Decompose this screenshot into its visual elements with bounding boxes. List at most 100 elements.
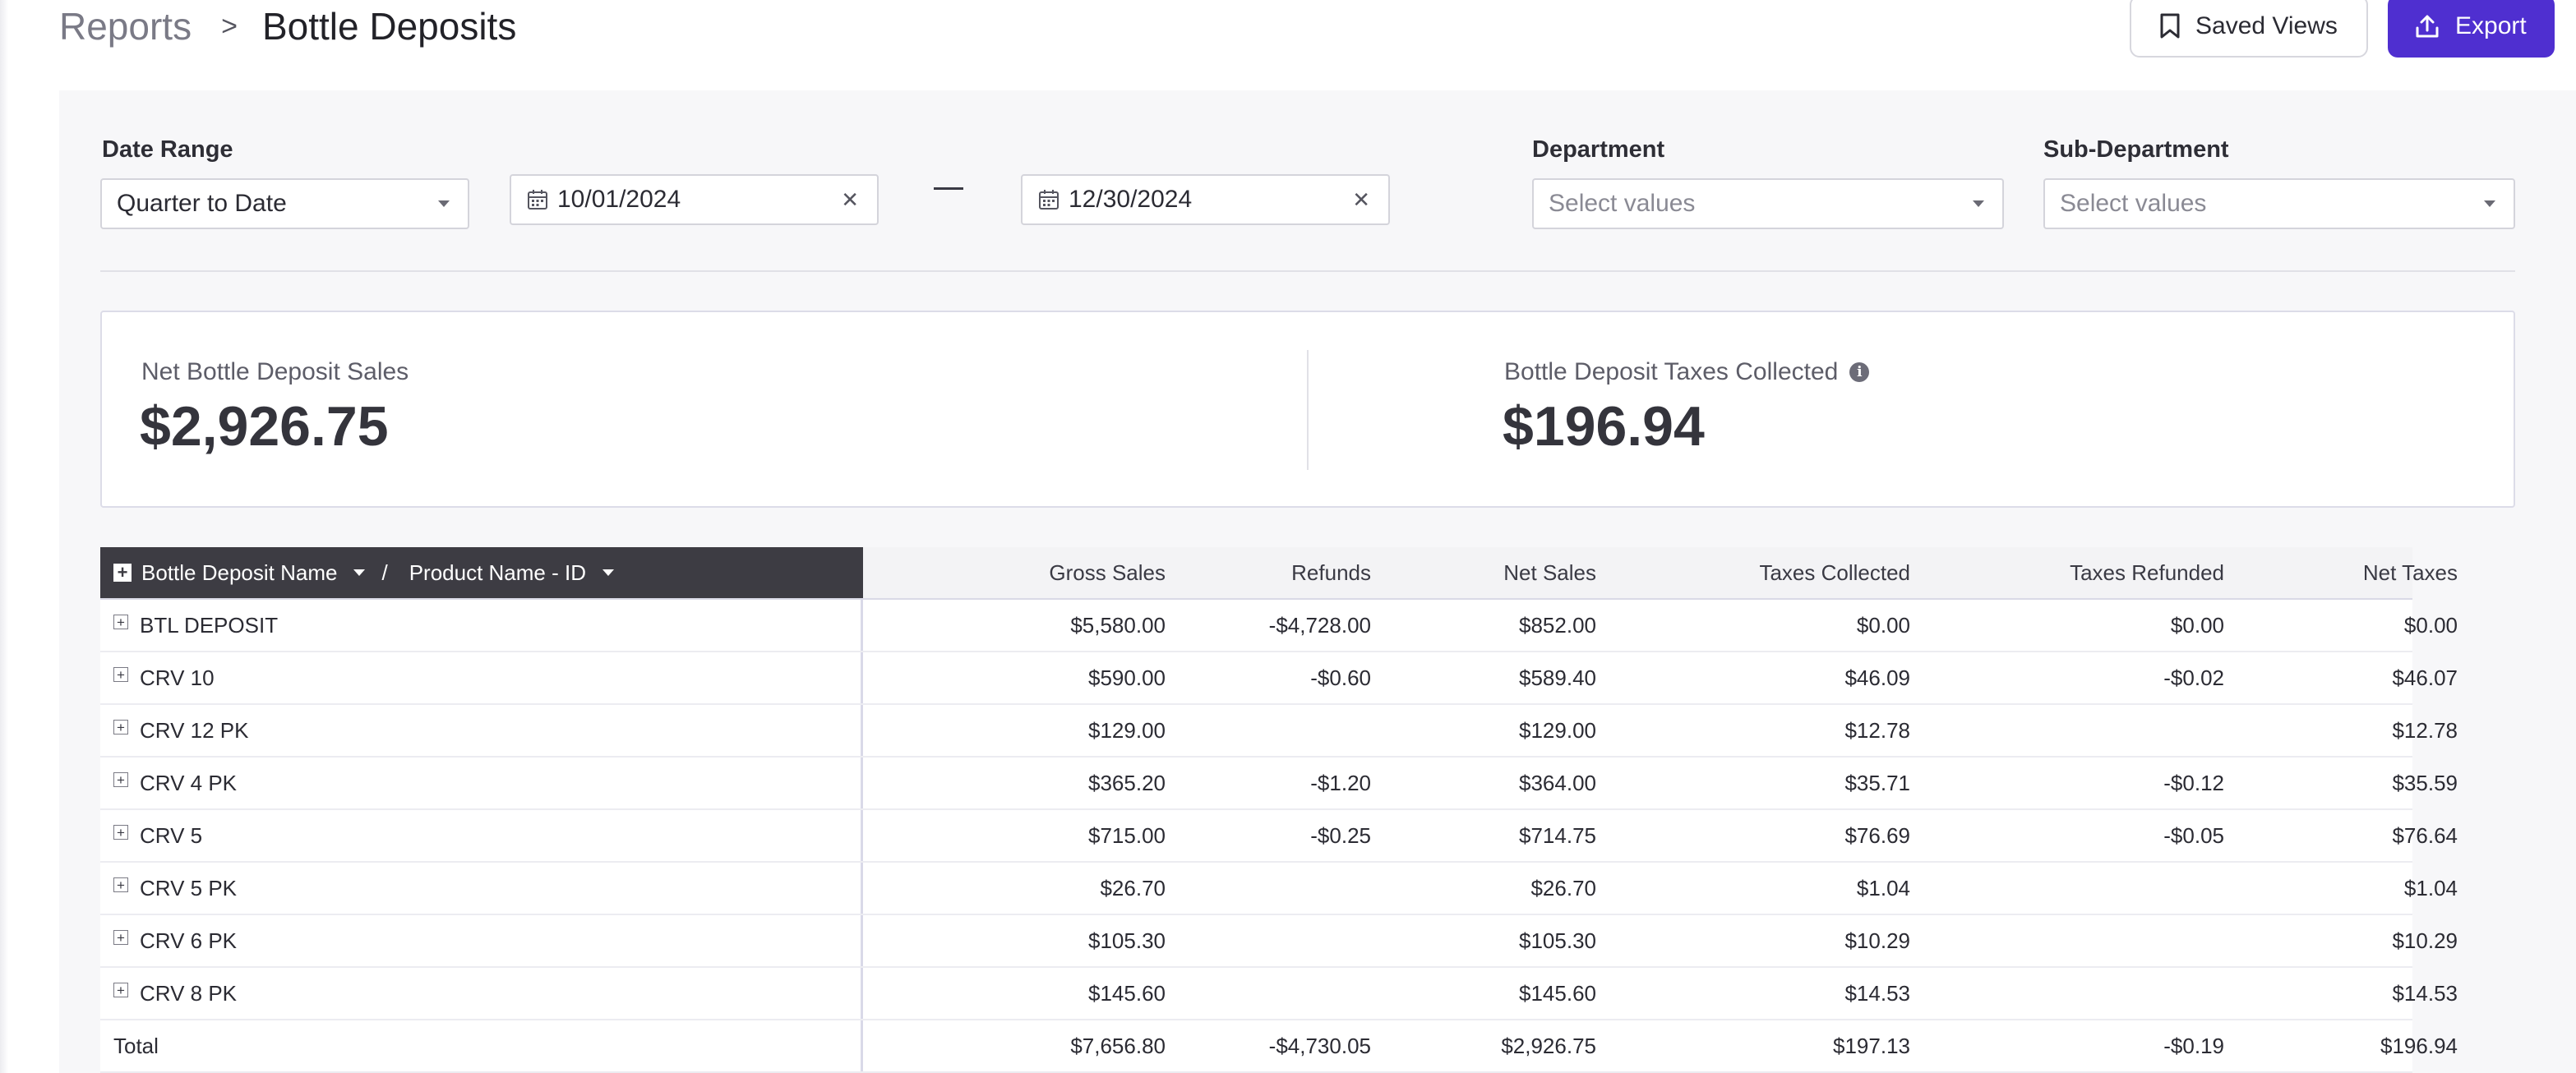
table-header: + Bottle Deposit Name / Product Name - I… [100, 547, 2458, 600]
table-row[interactable]: + CRV 10 $590.00 -$0.60 $589.40 $46.09 -$… [100, 652, 2458, 705]
net-sales-cell: $589.40 [1519, 665, 1596, 690]
column-header-taxes-collected[interactable]: Taxes Collected [1759, 560, 1910, 585]
sub-department-placeholder: Select values [2060, 190, 2207, 217]
total-refunds-cell: -$4,730.05 [1268, 1033, 1371, 1058]
department-placeholder: Select values [1549, 190, 1696, 217]
net-sales-cell: $26.70 [1530, 875, 1596, 900]
taxes-collected-cell: $76.69 [1844, 822, 1910, 848]
group-by-header: + Bottle Deposit Name / Product Name - I… [100, 547, 863, 598]
total-taxes-collected-cell: $197.13 [1833, 1033, 1910, 1058]
row-name-cell: + CRV 8 PK [100, 968, 863, 1019]
end-date-input[interactable]: 12/30/2024 ✕ [1021, 174, 1390, 225]
start-date-input[interactable]: 10/01/2024 ✕ [510, 174, 879, 225]
total-gross-sales-cell: $7,656.80 [1070, 1033, 1166, 1058]
refunds-cell: -$0.25 [1310, 822, 1371, 848]
sub-department-select[interactable]: Select values [2043, 178, 2515, 229]
taxes-collected-cell: $10.29 [1844, 928, 1910, 953]
summary-card: Net Bottle Deposit Sales $2,926.75 Bottl… [100, 311, 2515, 508]
table-row[interactable]: + CRV 6 PK $105.30 $105.30 $10.29 $10.29 [100, 915, 2458, 968]
saved-views-button[interactable]: Saved Views [2130, 0, 2368, 58]
net-taxes-cell: $76.64 [2392, 822, 2458, 848]
gross-sales-cell: $365.20 [1088, 770, 1166, 795]
expand-row-icon[interactable]: + [113, 930, 128, 945]
row-name: CRV 8 PK [140, 980, 238, 1006]
column-header-net-sales[interactable]: Net Sales [1503, 560, 1596, 585]
breadcrumb-reports-link[interactable]: Reports [59, 5, 192, 48]
report-content: Date Range Quarter to Date 10/01/2 [59, 90, 2576, 1073]
taxes-collected-cell: $35.71 [1844, 770, 1910, 795]
gross-sales-cell: $26.70 [1100, 875, 1166, 900]
row-name: CRV 6 PK [140, 928, 238, 953]
table-row[interactable]: + CRV 5 $715.00 -$0.25 $714.75 $76.69 -$0… [100, 810, 2458, 863]
total-taxes-refunded-cell: -$0.19 [2163, 1033, 2224, 1058]
filters-divider [100, 270, 2515, 272]
department-label: Department [1532, 136, 1665, 163]
net-taxes-cell: $35.59 [2392, 770, 2458, 795]
total-label: Total [113, 1033, 159, 1058]
expand-row-icon[interactable]: + [113, 983, 128, 997]
taxes-collected-cell: $1.04 [1856, 875, 1910, 900]
bookmark-icon [2160, 13, 2180, 39]
caret-down-icon[interactable] [602, 569, 614, 576]
row-name-cell: + CRV 12 PK [100, 705, 863, 756]
caret-down-icon[interactable] [353, 569, 366, 576]
row-name: BTL DEPOSIT [140, 612, 279, 638]
expand-row-icon[interactable]: + [113, 825, 128, 840]
group-by-product-name[interactable]: Product Name - ID [409, 560, 586, 585]
taxes-collected-cell: $46.09 [1844, 665, 1910, 690]
row-name-cell: + CRV 10 [100, 652, 863, 703]
expand-row-icon[interactable]: + [113, 720, 128, 735]
gross-sales-cell: $5,580.00 [1070, 612, 1166, 638]
date-range-select[interactable]: Quarter to Date [100, 178, 469, 229]
refunds-cell: -$0.60 [1310, 665, 1371, 690]
caret-down-icon [438, 200, 450, 207]
group-by-bottle-deposit-name[interactable]: Bottle Deposit Name [141, 560, 338, 585]
net-sales-cell: $145.60 [1519, 980, 1596, 1006]
expand-row-icon[interactable]: + [113, 772, 128, 787]
table-row[interactable]: + CRV 4 PK $365.20 -$1.20 $364.00 $35.71 … [100, 758, 2458, 810]
net-taxes-cell: $1.04 [2403, 875, 2458, 900]
column-header-refunds[interactable]: Refunds [1291, 560, 1371, 585]
column-header-taxes-refunded[interactable]: Taxes Refunded [2070, 560, 2224, 585]
table-row[interactable]: + BTL DEPOSIT $5,580.00 -$4,728.00 $852.0… [100, 600, 2458, 652]
expand-all-icon[interactable]: + [113, 564, 132, 582]
total-net-taxes-cell: $196.94 [2380, 1033, 2458, 1058]
table-row[interactable]: + CRV 12 PK $129.00 $129.00 $12.78 $12.78 [100, 705, 2458, 758]
expand-row-icon[interactable]: + [113, 877, 128, 892]
row-name: CRV 5 [140, 822, 203, 848]
net-sales-cell: $364.00 [1519, 770, 1596, 795]
info-icon[interactable]: i [1849, 362, 1870, 382]
export-label: Export [2455, 12, 2527, 39]
net-taxes-cell: $10.29 [2392, 928, 2458, 953]
row-name: CRV 4 PK [140, 770, 238, 795]
export-button[interactable]: Export [2388, 0, 2555, 58]
row-name: CRV 12 PK [140, 717, 249, 743]
group-separator: / [381, 560, 388, 585]
net-taxes-cell: $46.07 [2392, 665, 2458, 690]
row-name-cell: + CRV 5 PK [100, 863, 863, 914]
clear-end-date-icon[interactable]: ✕ [1352, 187, 1370, 212]
expand-row-icon[interactable]: + [113, 615, 128, 629]
table-row[interactable]: + CRV 5 PK $26.70 $26.70 $1.04 $1.04 [100, 863, 2458, 915]
total-net-sales-cell: $2,926.75 [1501, 1033, 1596, 1058]
column-header-net-taxes[interactable]: Net Taxes [2362, 560, 2458, 585]
column-header-gross-sales[interactable]: Gross Sales [1049, 560, 1166, 585]
row-name-cell: + CRV 5 [100, 810, 863, 861]
end-date-value: 12/30/2024 [1069, 186, 1193, 213]
table-row[interactable]: + CRV 8 PK $145.60 $145.60 $14.53 $14.53 [100, 968, 2458, 1020]
left-edge-shadow [0, 0, 8, 1073]
net-taxes-cell: $12.78 [2392, 717, 2458, 743]
taxes-collected-cell: $12.78 [1844, 717, 1910, 743]
taxes-collected-value: $196.94 [1503, 395, 1705, 458]
total-name-cell: Total [100, 1020, 863, 1071]
department-select[interactable]: Select values [1532, 178, 2004, 229]
row-name-cell: + CRV 4 PK [100, 758, 863, 808]
expand-row-icon[interactable]: + [113, 667, 128, 682]
breadcrumb: Reports > Bottle Deposits [59, 0, 516, 53]
taxes-collected-cell: $0.00 [1856, 612, 1910, 638]
page-title: Bottle Deposits [261, 5, 517, 48]
calendar-icon [1037, 188, 1060, 211]
clear-start-date-icon[interactable]: ✕ [841, 187, 859, 212]
net-sales-cell: $852.00 [1519, 612, 1596, 638]
